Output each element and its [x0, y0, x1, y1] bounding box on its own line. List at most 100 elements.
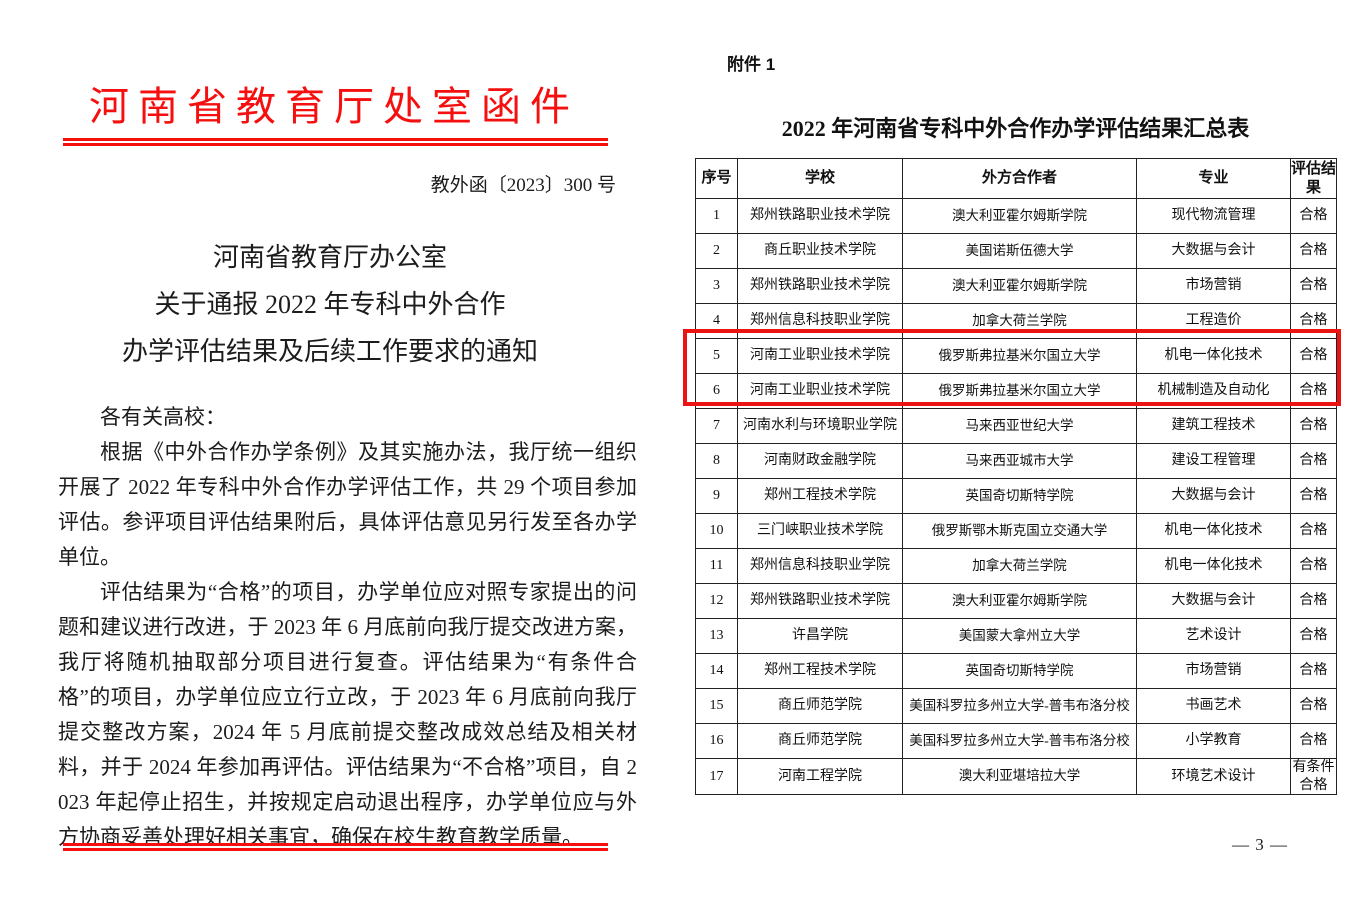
cell-partner: 美国科罗拉多州立大学-普韦布洛分校 — [902, 723, 1137, 759]
cell-partner: 加拿大荷兰学院 — [902, 548, 1137, 584]
cell-partner: 美国诺斯伍德大学 — [902, 233, 1137, 269]
cell-school: 郑州铁路职业技术学院 — [737, 198, 903, 234]
cell-school: 河南工业职业技术学院 — [737, 338, 903, 374]
cell-no: 13 — [695, 618, 738, 654]
cell-no: 16 — [695, 723, 738, 759]
footer-rule — [63, 843, 608, 851]
cell-school: 商丘师范学院 — [737, 688, 903, 724]
cell-result: 合格 — [1290, 723, 1337, 759]
table-row: 13 许昌学院 美国蒙大拿州立大学 艺术设计 合格 — [695, 618, 1337, 654]
cell-school: 河南水利与环境职业学院 — [737, 408, 903, 444]
cell-school: 郑州信息科技职业学院 — [737, 548, 903, 584]
cell-school: 郑州工程技术学院 — [737, 653, 903, 689]
cell-no: 9 — [695, 478, 738, 514]
cell-major: 建设工程管理 — [1136, 443, 1291, 479]
cell-partner: 英国奇切斯特学院 — [902, 478, 1137, 514]
cell-school: 商丘师范学院 — [737, 723, 903, 759]
table-row: 2 商丘职业技术学院 美国诺斯伍德大学 大数据与会计 合格 — [695, 233, 1337, 269]
cell-result: 合格 — [1290, 548, 1337, 584]
cell-major: 机电一体化技术 — [1136, 548, 1291, 584]
cell-result: 合格 — [1290, 373, 1337, 409]
cell-result: 合格 — [1290, 583, 1337, 619]
cell-school: 河南工程学院 — [737, 758, 903, 795]
cell-school: 河南工业职业技术学院 — [737, 373, 903, 409]
cell-school: 郑州铁路职业技术学院 — [737, 583, 903, 619]
cell-no: 11 — [695, 548, 738, 584]
cell-no: 2 — [695, 233, 738, 269]
cell-school: 许昌学院 — [737, 618, 903, 654]
cell-result: 合格 — [1290, 303, 1337, 339]
cell-partner: 澳大利亚霍尔姆斯学院 — [902, 198, 1137, 234]
table-row: 11 郑州信息科技职业学院 加拿大荷兰学院 机电一体化技术 合格 — [695, 548, 1337, 584]
cell-major: 大数据与会计 — [1136, 583, 1291, 619]
table-row: 1 郑州铁路职业技术学院 澳大利亚霍尔姆斯学院 现代物流管理 合格 — [695, 198, 1337, 234]
table-row: 9 郑州工程技术学院 英国奇切斯特学院 大数据与会计 合格 — [695, 478, 1337, 514]
cell-school: 商丘职业技术学院 — [737, 233, 903, 269]
cell-major: 市场营销 — [1136, 268, 1291, 304]
cell-major: 大数据与会计 — [1136, 478, 1291, 514]
cell-result: 合格 — [1290, 618, 1337, 654]
cell-no: 6 — [695, 373, 738, 409]
table-row: 7 河南水利与环境职业学院 马来西亚世纪大学 建筑工程技术 合格 — [695, 408, 1337, 444]
doc-title-line-1: 河南省教育厅办公室 — [212, 243, 447, 272]
cell-major: 小学教育 — [1136, 723, 1291, 759]
doc-body: 各有关高校： 根据《中外合作办学条例》及其实施办法，我厅统一组织开展了 2022… — [58, 400, 637, 855]
table-row: 8 河南财政金融学院 马来西亚城市大学 建设工程管理 合格 — [695, 443, 1337, 479]
cell-no: 12 — [695, 583, 738, 619]
cell-no: 14 — [695, 653, 738, 689]
cell-result: 合格 — [1290, 443, 1337, 479]
cell-partner: 美国蒙大拿州立大学 — [902, 618, 1137, 654]
cell-no: 17 — [695, 758, 738, 795]
cell-no: 7 — [695, 408, 738, 444]
header-cell-no: 序号 — [695, 158, 738, 199]
cell-partner: 澳大利亚堪培拉大学 — [902, 758, 1137, 795]
cell-partner: 美国科罗拉多州立大学-普韦布洛分校 — [902, 688, 1137, 724]
cell-result: 合格 — [1290, 688, 1337, 724]
results-table-body: 1 郑州铁路职业技术学院 澳大利亚霍尔姆斯学院 现代物流管理 合格 2 商丘职业… — [695, 198, 1337, 795]
body-paragraph-2: 评估结果为“合格”的项目，办学单位应对照专家提出的问题和建议进行改进，于 202… — [58, 580, 637, 849]
cell-result: 有条件合格 — [1290, 758, 1337, 795]
header-cell-school: 学校 — [737, 158, 903, 199]
cell-result: 合格 — [1290, 653, 1337, 689]
cell-partner: 澳大利亚霍尔姆斯学院 — [902, 583, 1137, 619]
cell-partner: 加拿大荷兰学院 — [902, 303, 1137, 339]
salutation: 各有关高校： — [100, 405, 226, 429]
cell-result: 合格 — [1290, 268, 1337, 304]
cell-no: 1 — [695, 198, 738, 234]
table-row: 14 郑州工程技术学院 英国奇切斯特学院 市场营销 合格 — [695, 653, 1337, 689]
cell-major: 现代物流管理 — [1136, 198, 1291, 234]
table-row: 10 三门峡职业技术学院 俄罗斯鄂木斯克国立交通大学 机电一体化技术 合格 — [695, 513, 1337, 549]
table-row: 16 商丘师范学院 美国科罗拉多州立大学-普韦布洛分校 小学教育 合格 — [695, 723, 1337, 759]
cell-partner: 英国奇切斯特学院 — [902, 653, 1137, 689]
doc-number: 教外函〔2023〕300 号 — [430, 175, 616, 196]
table-row: 5 河南工业职业技术学院 俄罗斯弗拉基米尔国立大学 机电一体化技术 合格 — [695, 338, 1337, 374]
cell-school: 郑州信息科技职业学院 — [737, 303, 903, 339]
cell-no: 5 — [695, 338, 738, 374]
cell-result: 合格 — [1290, 478, 1337, 514]
cell-major: 书画艺术 — [1136, 688, 1291, 724]
doc-title-line-2: 关于通报 2022 年专科中外合作 — [154, 290, 506, 319]
cell-major: 大数据与会计 — [1136, 233, 1291, 269]
cell-result: 合格 — [1290, 408, 1337, 444]
cell-no: 15 — [695, 688, 738, 724]
cell-major: 工程造价 — [1136, 303, 1291, 339]
table-row: 12 郑州铁路职业技术学院 澳大利亚霍尔姆斯学院 大数据与会计 合格 — [695, 583, 1337, 619]
cell-no: 3 — [695, 268, 738, 304]
results-table: 序号 学校 外方合作者 专业 评估结果 1 郑州铁路职业技术学院 澳大利亚霍尔姆… — [695, 158, 1337, 795]
cell-school: 河南财政金融学院 — [737, 443, 903, 479]
header-cell-major: 专业 — [1136, 158, 1291, 199]
cell-school: 郑州工程技术学院 — [737, 478, 903, 514]
cell-partner: 马来西亚世纪大学 — [902, 408, 1137, 444]
cell-partner: 马来西亚城市大学 — [902, 443, 1137, 479]
doc-masthead: 河南省教育厅处室函件 — [89, 84, 579, 129]
cell-no: 10 — [695, 513, 738, 549]
cell-no: 4 — [695, 303, 738, 339]
cell-major: 机电一体化技术 — [1136, 338, 1291, 374]
cell-school: 郑州铁路职业技术学院 — [737, 268, 903, 304]
doc-title-line-3: 办学评估结果及后续工作要求的通知 — [121, 337, 538, 366]
page-number: — 3 — — [1232, 835, 1288, 854]
table-row: 6 河南工业职业技术学院 俄罗斯弗拉基米尔国立大学 机械制造及自动化 合格 — [695, 373, 1337, 409]
cell-major: 市场营销 — [1136, 653, 1291, 689]
body-paragraph-1: 根据《中外合作办学条例》及其实施办法，我厅统一组织开展了 2022 年专科中外合… — [58, 440, 637, 569]
table-row: 4 郑州信息科技职业学院 加拿大荷兰学院 工程造价 合格 — [695, 303, 1337, 339]
